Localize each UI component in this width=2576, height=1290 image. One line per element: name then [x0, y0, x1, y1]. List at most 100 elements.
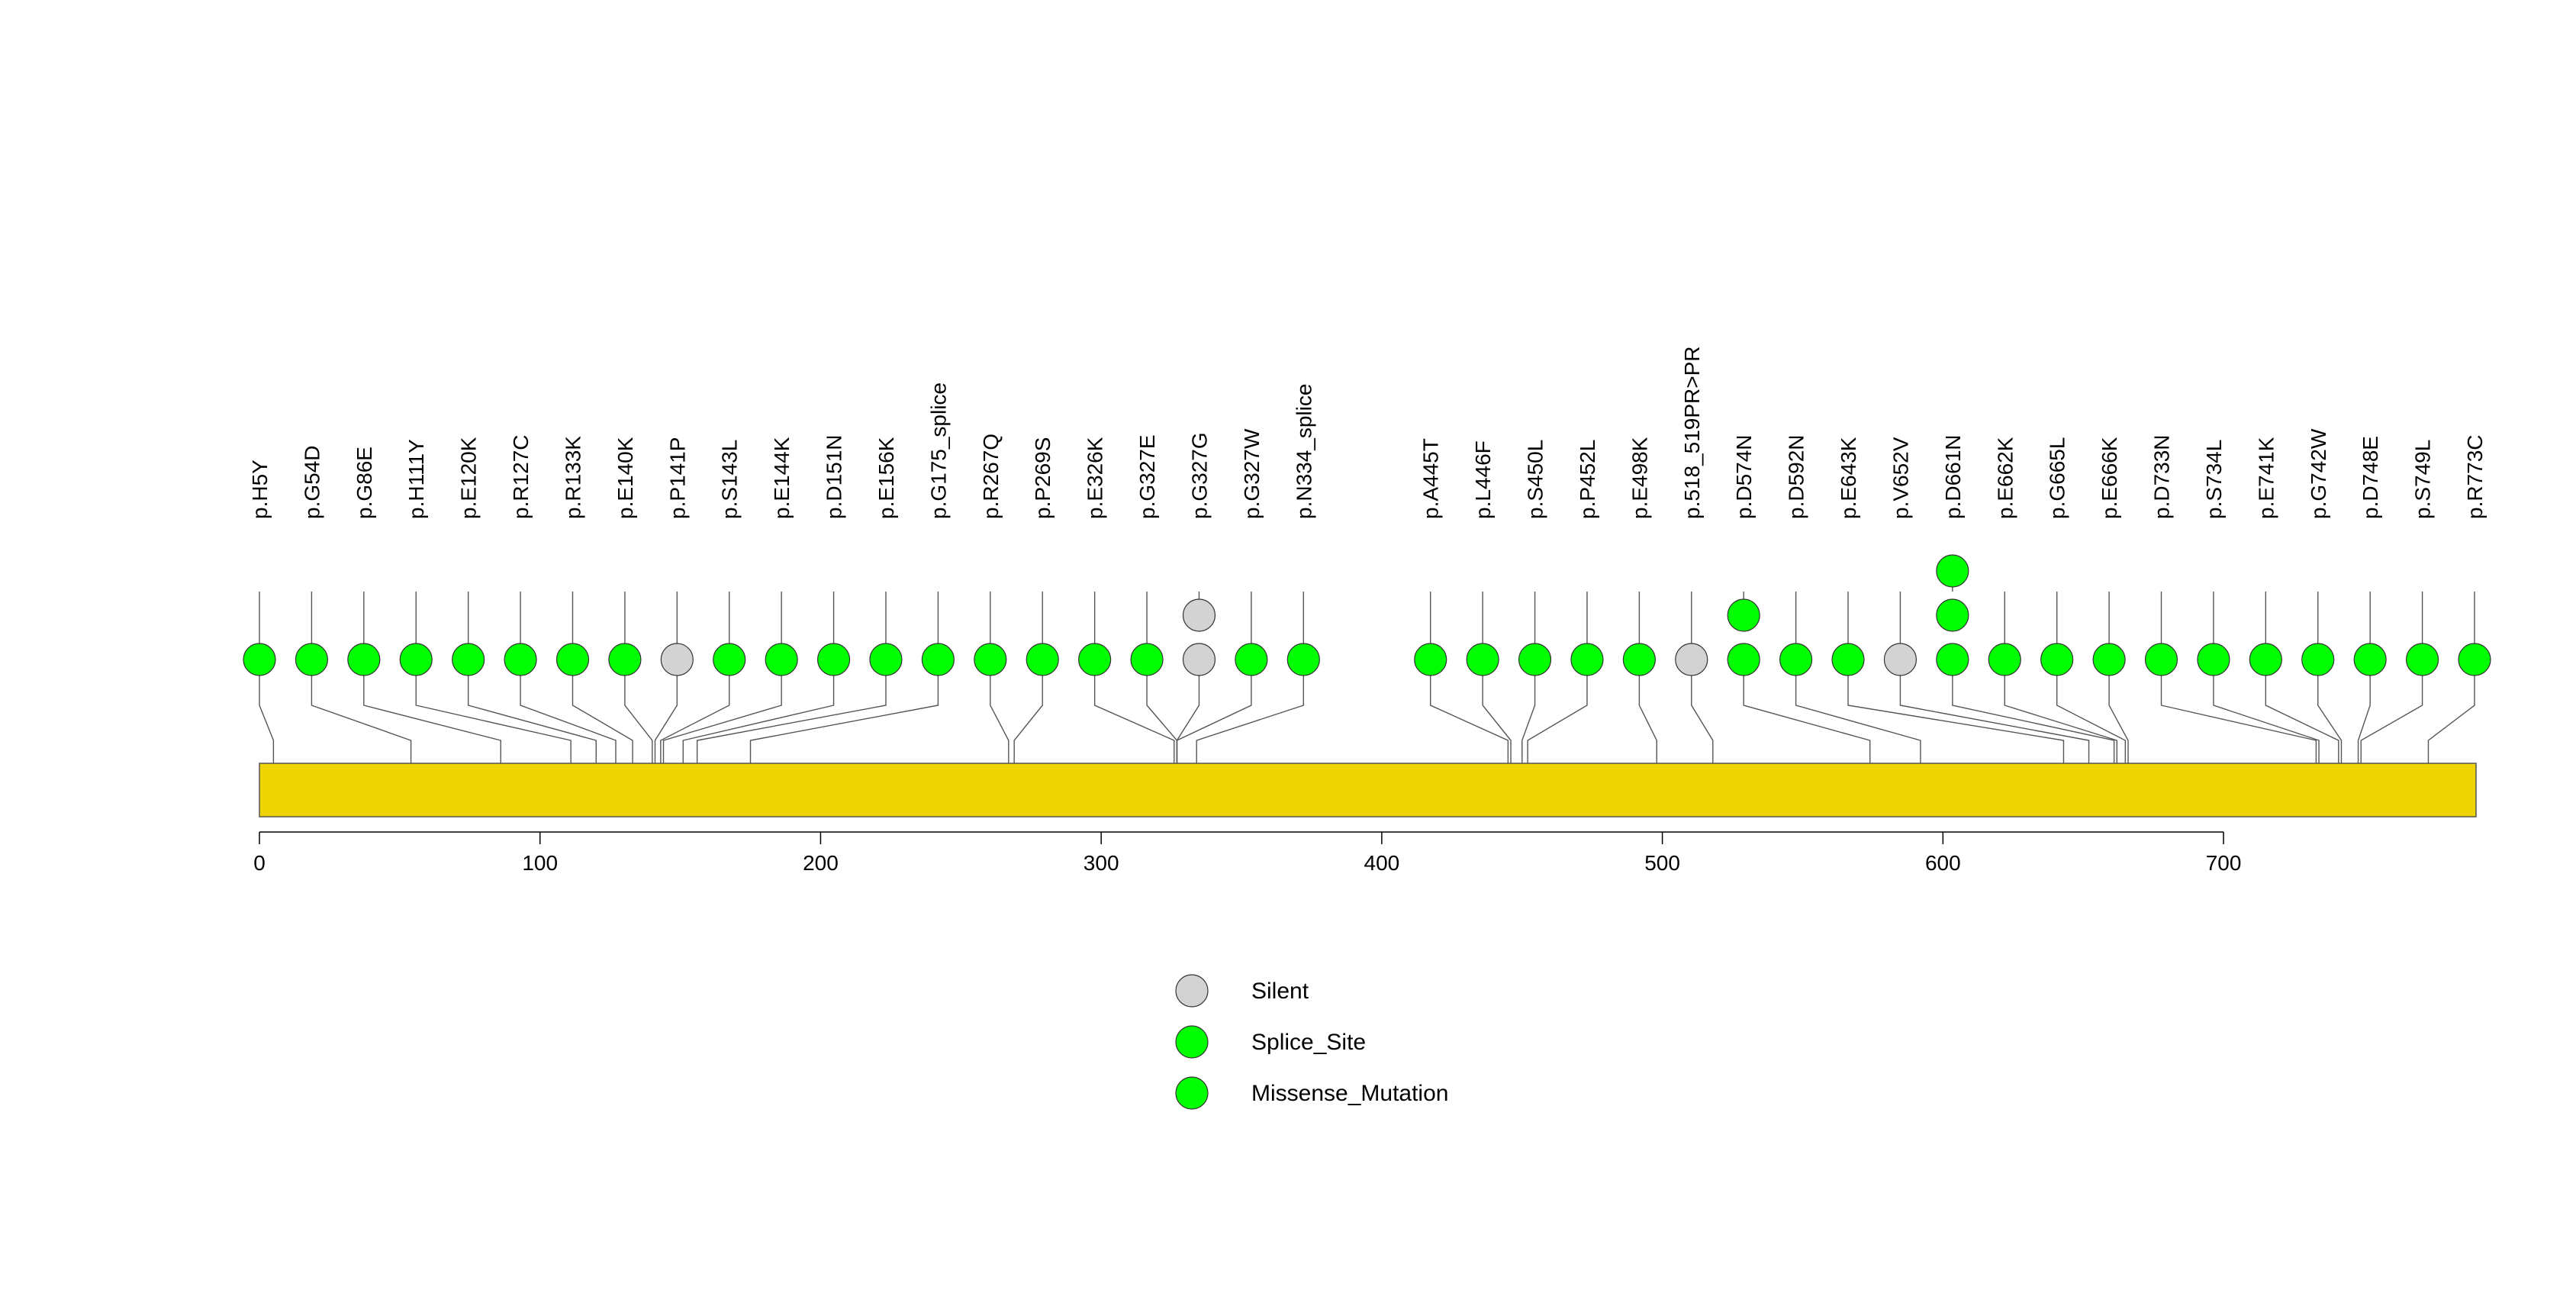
- mutation-label: p.518_519PR>PR: [1680, 346, 1704, 519]
- mutation-connector: [363, 660, 501, 763]
- mutation-marker: [921, 643, 955, 676]
- mutation-marker: [765, 643, 798, 676]
- mutation-label: p.D748E: [2359, 436, 2382, 519]
- mutation-marker: [1936, 598, 1969, 632]
- mutation-marker: [555, 643, 590, 676]
- mutation-connector: [415, 660, 572, 763]
- mutation-marker: [2301, 643, 2335, 676]
- mutation-connector: [990, 660, 1009, 763]
- mutation-connector: [311, 660, 412, 763]
- mutation-marker: [1570, 643, 1604, 676]
- x-tick-label: 0: [253, 851, 266, 875]
- x-tick-label: 200: [803, 851, 839, 875]
- mutation-marker: [1936, 554, 1969, 588]
- legend-marker: [1175, 1025, 1209, 1059]
- mutation-label: p.G742W: [2307, 428, 2330, 519]
- mutation-marker: [243, 643, 276, 676]
- mutation-connector: [2004, 660, 2118, 763]
- mutation-label: p.D151N: [823, 434, 846, 519]
- mutation-connector: [749, 660, 939, 763]
- mutation-connector: [1952, 660, 2115, 763]
- mutation-connector: [2360, 660, 2423, 763]
- mutation-connector: [662, 660, 782, 763]
- mutation-marker: [869, 643, 903, 676]
- mutation-label: p.G665L: [2046, 437, 2069, 519]
- mutation-label: p.V652V: [1889, 437, 1912, 519]
- x-tick-label: 700: [2206, 851, 2242, 875]
- mutation-marker: [1675, 643, 1708, 676]
- mutation-label: p.D661N: [1941, 434, 1965, 519]
- mutation-marker: [1727, 598, 1760, 632]
- mutation-connector: [1899, 660, 2090, 763]
- mutation-label: p.S143L: [718, 440, 742, 519]
- mutation-label: p.R133K: [561, 436, 584, 519]
- mutation-connector: [654, 660, 678, 763]
- legend-label: Silent: [1251, 979, 1309, 1004]
- mutation-marker: [452, 643, 485, 676]
- legend: Silent Splice_Site Missense_Mutation: [1175, 974, 1448, 1110]
- mutation-marker: [974, 643, 1007, 676]
- mutation-connector: [2265, 660, 2339, 763]
- mutation-marker: [1936, 643, 1969, 676]
- mutation-labels: p.H5Y p.G54D p.G86E p.H111Y p.E120K p.R127C p.…: [248, 346, 2487, 519]
- mutation-label: p.H111Y: [404, 439, 428, 519]
- mutation-label: p.G86E: [353, 447, 376, 519]
- x-tick-label: 100: [522, 851, 558, 875]
- mutation-connector: [572, 660, 633, 763]
- mutation-label: p.G327W: [1240, 428, 1264, 519]
- mutation-marker: [1988, 643, 2021, 676]
- mutation-connector: [1430, 660, 1509, 763]
- mutation-marker: [608, 643, 642, 676]
- mutation-connector: [1527, 660, 1588, 763]
- mutation-marker: [1779, 643, 1813, 676]
- mutation-connector: [520, 660, 617, 763]
- mutation-marker: [1235, 643, 1268, 676]
- mutation-label: p.G175_splice: [926, 382, 950, 519]
- mutation-connector: [2056, 660, 2127, 763]
- mutation-marker: [1182, 643, 1216, 676]
- mutation-label: p.G327E: [1135, 434, 1159, 519]
- mutation-marker: [1727, 643, 1760, 676]
- mutation-label: p.A445T: [1419, 438, 1443, 519]
- lollipop-markers: [243, 554, 2491, 676]
- mutation-label: p.R267Q: [979, 434, 1003, 519]
- legend-label: Missense_Mutation: [1251, 1081, 1448, 1106]
- mutation-connector: [660, 660, 730, 763]
- mutation-label: p.D574N: [1732, 434, 1756, 519]
- mutation-label: p.N334_splice: [1292, 384, 1315, 519]
- mutation-label: p.L446F: [1471, 440, 1495, 519]
- mutation-marker: [347, 643, 381, 676]
- mutation-marker: [713, 643, 746, 676]
- mutation-marker: [1518, 643, 1552, 676]
- mutation-connector: [1196, 660, 1304, 763]
- mutation-connector: [1482, 660, 1512, 763]
- mutation-label: p.S450L: [1524, 440, 1547, 519]
- mutation-label: p.G327G: [1187, 432, 1211, 519]
- mutation-label: p.P452L: [1576, 440, 1599, 519]
- mutation-marker: [1078, 643, 1112, 676]
- x-tick-label: 500: [1644, 851, 1680, 875]
- mutation-marker: [295, 643, 329, 676]
- mutation-connector: [1795, 660, 1921, 763]
- mutation-label: p.D592N: [1785, 434, 1808, 519]
- mutation-connector: [1847, 660, 2065, 763]
- mutation-marker: [1622, 643, 1656, 676]
- mutation-marker: [1026, 643, 1059, 676]
- mutation-label: p.E666K: [2098, 437, 2121, 519]
- mutation-label: p.P141P: [665, 437, 689, 519]
- mutation-label: p.E326K: [1084, 437, 1107, 519]
- mutation-connector: [1176, 660, 1252, 763]
- mutation-marker: [1130, 643, 1164, 676]
- mutation-connector: [2357, 660, 2371, 763]
- mutation-label: p.H5Y: [248, 460, 272, 519]
- mutation-marker: [1286, 643, 1320, 676]
- mutation-marker: [660, 643, 694, 676]
- mutation-label: p.P269S: [1031, 437, 1055, 519]
- mutation-label: p.E120K: [457, 437, 481, 519]
- mutation-label: p.E156K: [874, 437, 898, 519]
- mutation-label: p.E741K: [2254, 437, 2278, 519]
- mutation-marker: [399, 643, 433, 676]
- mutation-connector: [467, 660, 597, 763]
- mutation-connector: [2427, 660, 2475, 763]
